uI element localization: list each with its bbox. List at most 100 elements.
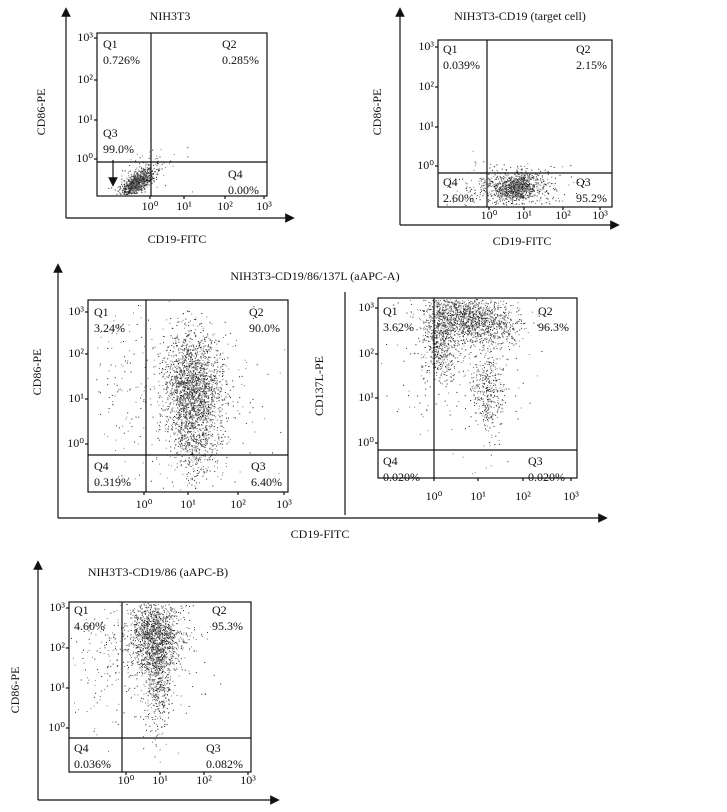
event-dot xyxy=(217,467,218,469)
event-dot xyxy=(186,369,188,371)
event-dot xyxy=(210,343,212,345)
event-dot xyxy=(507,189,508,191)
event-dot xyxy=(202,466,204,467)
event-dot xyxy=(192,468,194,470)
event-dot xyxy=(526,192,527,194)
event-dot xyxy=(239,397,241,399)
event-dot xyxy=(166,364,168,366)
event-dot xyxy=(202,372,203,374)
event-dot xyxy=(199,416,201,418)
event-dot xyxy=(502,202,504,204)
event-dot xyxy=(505,182,507,184)
event-dot xyxy=(209,386,211,388)
event-dot xyxy=(220,367,222,369)
event-dot xyxy=(207,395,209,397)
event-dot xyxy=(510,190,512,192)
event-dot xyxy=(161,408,163,410)
event-dot xyxy=(137,173,139,175)
event-dot xyxy=(584,180,585,182)
event-dot xyxy=(183,410,185,412)
event-dot xyxy=(172,165,174,167)
event-dot xyxy=(202,377,204,379)
event-dot xyxy=(156,458,157,460)
event-dot xyxy=(206,372,208,374)
event-dot xyxy=(180,451,182,453)
event-dot xyxy=(192,408,194,410)
event-dot xyxy=(570,165,572,167)
event-dot xyxy=(235,345,237,347)
event-dot xyxy=(528,185,530,187)
event-dot xyxy=(157,163,159,165)
event-dot xyxy=(529,193,531,194)
event-dot xyxy=(196,391,198,393)
event-dot xyxy=(187,335,189,337)
event-dot xyxy=(212,393,213,395)
event-dot xyxy=(211,394,213,396)
event-dot xyxy=(252,407,254,409)
event-dot xyxy=(143,182,145,184)
event-dot xyxy=(531,189,533,191)
event-dot xyxy=(529,191,531,193)
event-dot xyxy=(183,389,185,391)
event-dot xyxy=(227,343,229,345)
event-dot xyxy=(189,443,191,445)
event-dot xyxy=(511,196,513,198)
event-dot xyxy=(166,319,168,321)
event-dot xyxy=(201,375,202,377)
y-tick-label: 10³ xyxy=(77,30,93,44)
event-dot xyxy=(189,397,191,398)
event-dot xyxy=(182,363,184,364)
event-dot xyxy=(217,407,219,409)
event-dot xyxy=(178,350,180,351)
event-dot xyxy=(180,445,182,447)
event-dot xyxy=(129,422,131,424)
event-dot xyxy=(136,153,138,155)
event-dot xyxy=(157,169,159,171)
event-dot xyxy=(213,389,215,391)
event-dot xyxy=(129,170,131,172)
event-dot xyxy=(181,395,182,396)
event-dot xyxy=(192,418,193,420)
event-dot xyxy=(535,203,537,205)
event-dot xyxy=(213,426,215,428)
event-dot xyxy=(527,186,529,188)
event-dot xyxy=(195,413,197,415)
event-dot xyxy=(495,201,497,203)
event-dot xyxy=(499,183,501,185)
event-dot xyxy=(158,439,160,441)
event-dot xyxy=(544,191,546,193)
event-dot xyxy=(176,392,178,394)
event-dot xyxy=(219,393,220,395)
event-dot xyxy=(186,346,187,348)
event-dot xyxy=(186,418,188,420)
event-dot xyxy=(129,186,130,188)
event-dot xyxy=(198,452,200,454)
event-dot xyxy=(495,187,497,189)
event-dot xyxy=(143,400,145,402)
event-dot xyxy=(208,459,210,461)
event-dot xyxy=(209,339,211,341)
event-dot xyxy=(188,482,190,484)
event-dot xyxy=(184,361,186,363)
event-dot xyxy=(516,203,518,204)
event-dot xyxy=(201,416,203,418)
event-dot xyxy=(221,425,223,427)
event-dot xyxy=(502,190,504,192)
event-dot xyxy=(156,176,157,178)
event-dot xyxy=(509,181,511,183)
event-dot xyxy=(146,179,148,181)
x-tick-label: 10² xyxy=(217,199,233,213)
event-dot xyxy=(494,193,495,195)
event-dot xyxy=(124,371,126,373)
event-dot xyxy=(175,342,176,344)
event-dot xyxy=(195,380,196,382)
event-dot xyxy=(206,421,208,423)
event-dot xyxy=(197,380,199,382)
event-dot xyxy=(173,363,175,365)
event-dot xyxy=(220,353,222,355)
event-dot xyxy=(193,371,195,373)
event-dot xyxy=(189,333,190,335)
event-dot xyxy=(185,396,187,398)
event-dot xyxy=(183,367,185,369)
event-dot xyxy=(113,320,115,322)
